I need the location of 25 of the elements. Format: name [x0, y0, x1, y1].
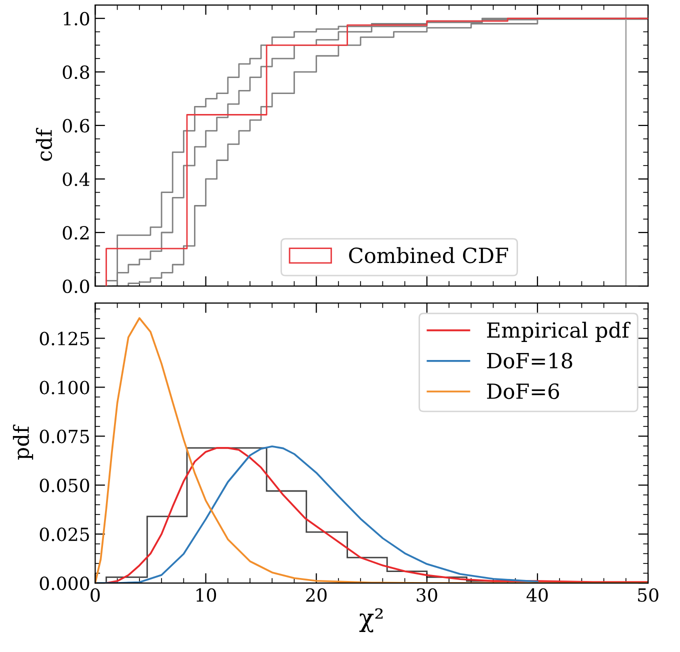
y-tick-label: 0.000	[40, 576, 90, 590]
y-tick-label: 0.2	[62, 226, 89, 240]
x-tick-label: 0	[90, 588, 100, 602]
x-tick-label: 30	[416, 588, 438, 602]
y-tick-label: 0.6	[62, 118, 90, 133]
y-tick-label: 0.4	[62, 172, 90, 186]
x-tick-label: 20	[306, 588, 327, 602]
x-tick-label: 10	[196, 588, 216, 602]
y-tick-label: 0.125	[40, 332, 89, 346]
x-axis-title: χ²	[359, 608, 383, 632]
x-tick-label: 40	[526, 588, 548, 602]
legend-label: Empirical pdf	[487, 322, 631, 342]
legend-label: DoF=6	[487, 383, 560, 400]
legend-label: Combined CDF	[349, 247, 508, 264]
y-tick-label: 0.050	[40, 478, 90, 492]
y-tick-label: 1.0	[64, 12, 90, 26]
y-tick-label: 0.100	[40, 380, 90, 394]
y-tick-label: 0.8	[62, 65, 90, 80]
x-tick-label: 50	[638, 588, 658, 602]
y-tick-label: 0.075	[40, 430, 89, 444]
y-axis-title: cdf	[36, 128, 52, 161]
y-axis-title: pdf	[12, 424, 34, 460]
legend-label: DoF=18	[487, 352, 572, 369]
y-tick-label: 0.025	[40, 528, 89, 542]
y-tick-label: 0.0	[62, 279, 90, 294]
